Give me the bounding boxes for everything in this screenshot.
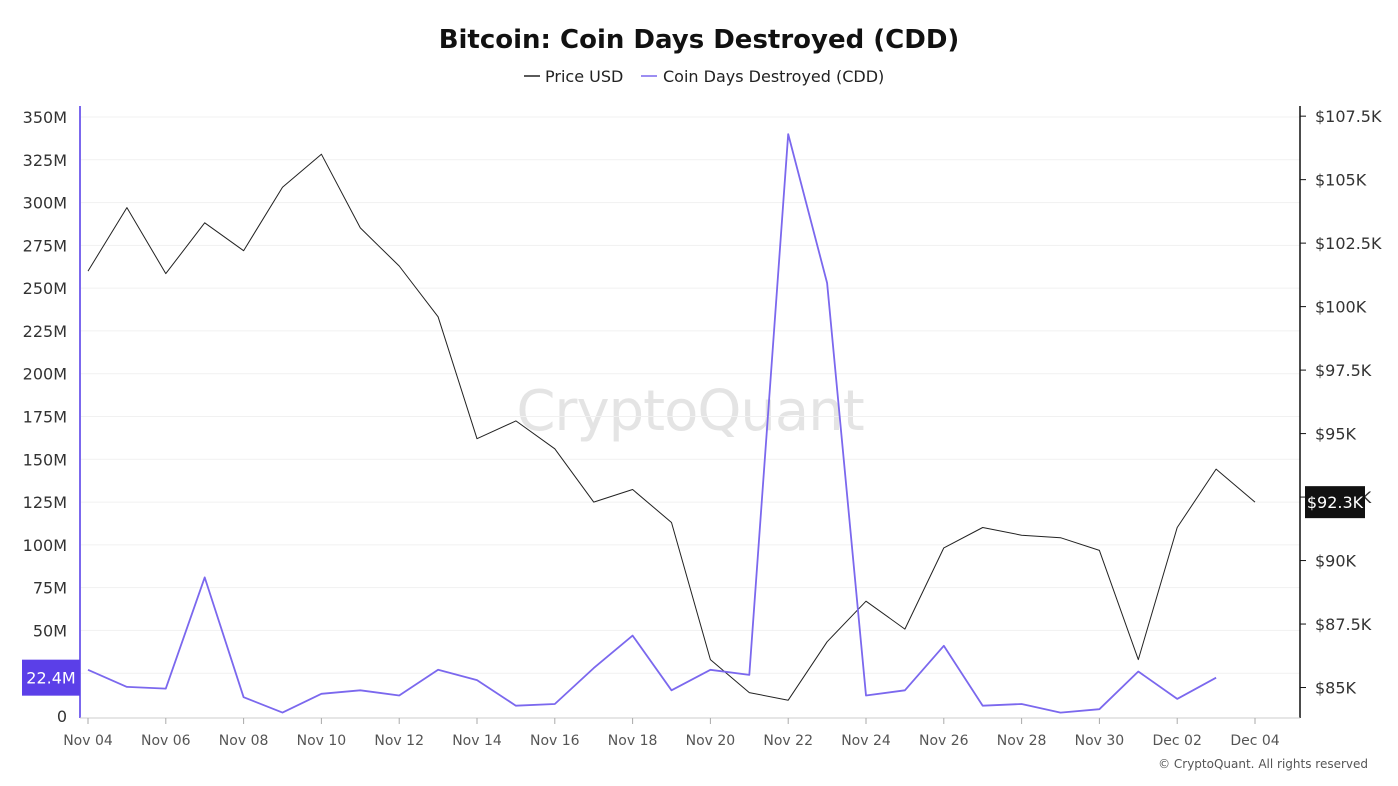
left-tick-label: 175M — [23, 408, 67, 427]
x-tick-label: Nov 14 — [452, 733, 502, 749]
series — [87, 133, 1256, 714]
left-tick-label: 125M — [23, 493, 67, 512]
last-value-badges: 22.4M $92.3K — [22, 486, 1365, 696]
left-tick-label: 225M — [23, 322, 67, 341]
left-tick-label: 0 — [57, 707, 67, 726]
left-tick-label: 75M — [33, 579, 67, 598]
chart-title: Bitcoin: Coin Days Destroyed (CDD) — [439, 25, 960, 55]
copyright: © CryptoQuant. All rights reserved — [1158, 757, 1368, 771]
cdd-last-value-label: 22.4M — [26, 669, 75, 688]
left-tick-label: 200M — [23, 365, 67, 384]
watermark: CryptoQuant — [516, 379, 863, 444]
x-tick-label: Nov 10 — [297, 733, 347, 749]
price-last-value-badge — [1305, 486, 1365, 519]
cdd-last-value-badge — [22, 659, 80, 696]
x-tick-label: Nov 18 — [608, 733, 658, 749]
right-tick-label: $107.5K — [1315, 107, 1382, 126]
x-tick-label: Nov 22 — [763, 733, 813, 749]
left-tick-label: 150M — [23, 450, 67, 469]
legend[interactable]: Price USD Coin Days Destroyed (CDD) — [524, 67, 884, 86]
price-last-value-label: $92.3K — [1307, 493, 1364, 512]
right-tick-label: $102.5K — [1315, 234, 1382, 253]
x-tick-label: Nov 06 — [141, 733, 191, 749]
x-tick-label: Nov 20 — [686, 733, 736, 749]
x-tick-label: Nov 26 — [919, 733, 969, 749]
series-line-cdd[interactable] — [87, 133, 1217, 714]
right-axis-ticks: $85K$87.5K$90K$92.5K$95K$97.5K$100K$102.… — [1300, 107, 1382, 698]
x-tick-label: Nov 08 — [219, 733, 269, 749]
x-tick-label: Nov 16 — [530, 733, 580, 749]
x-tick-label: Dec 04 — [1230, 733, 1279, 749]
legend-label-price[interactable]: Price USD — [545, 67, 623, 86]
right-tick-label: $87.5K — [1315, 615, 1372, 634]
x-tick-label: Nov 12 — [374, 733, 424, 749]
x-tick-label: Nov 30 — [1075, 733, 1125, 749]
series-line-price[interactable] — [87, 153, 1256, 701]
left-tick-label: 250M — [23, 279, 67, 298]
right-tick-label: $85K — [1315, 679, 1357, 698]
right-tick-label: $97.5K — [1315, 361, 1372, 380]
x-tick-label: Nov 04 — [63, 733, 113, 749]
left-tick-label: 300M — [23, 194, 67, 213]
left-tick-label: 325M — [23, 151, 67, 170]
x-tick-label: Nov 24 — [841, 733, 891, 749]
right-tick-label: $90K — [1315, 552, 1357, 571]
legend-label-cdd[interactable]: Coin Days Destroyed (CDD) — [663, 67, 884, 86]
right-tick-label: $105K — [1315, 171, 1367, 190]
left-tick-label: 275M — [23, 236, 67, 255]
left-tick-label: 50M — [33, 621, 67, 640]
x-tick-label: Nov 28 — [997, 733, 1047, 749]
right-tick-label: $100K — [1315, 298, 1367, 317]
left-axis-ticks: 025M50M75M100M125M150M175M200M225M250M27… — [23, 108, 67, 726]
left-tick-label: 350M — [23, 108, 67, 127]
x-tick-label: Dec 02 — [1153, 733, 1202, 749]
left-tick-label: 100M — [23, 536, 67, 555]
right-tick-label: $95K — [1315, 425, 1357, 444]
x-axis-ticks: Nov 04 Nov 06 Nov 08 Nov 10 Nov 12 Nov 14 Nov … — [63, 718, 1280, 749]
